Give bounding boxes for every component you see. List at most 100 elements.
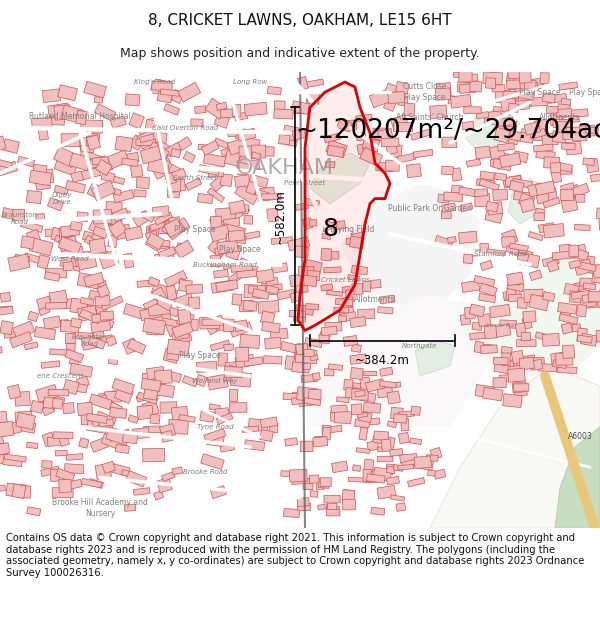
FancyBboxPatch shape (358, 309, 375, 319)
FancyBboxPatch shape (436, 82, 451, 95)
FancyBboxPatch shape (265, 337, 281, 349)
FancyBboxPatch shape (211, 216, 222, 229)
FancyBboxPatch shape (377, 446, 388, 452)
FancyBboxPatch shape (45, 229, 60, 237)
FancyBboxPatch shape (298, 76, 308, 90)
Text: All Saints' Church: All Saints' Church (396, 113, 464, 122)
FancyBboxPatch shape (64, 464, 84, 474)
FancyBboxPatch shape (244, 357, 263, 366)
FancyBboxPatch shape (509, 131, 521, 141)
FancyBboxPatch shape (199, 164, 220, 176)
FancyBboxPatch shape (13, 321, 35, 339)
FancyBboxPatch shape (386, 160, 400, 171)
FancyBboxPatch shape (535, 332, 554, 342)
FancyBboxPatch shape (198, 144, 210, 151)
FancyBboxPatch shape (91, 181, 115, 201)
FancyBboxPatch shape (512, 179, 533, 188)
FancyBboxPatch shape (310, 491, 318, 498)
FancyBboxPatch shape (42, 405, 55, 416)
FancyBboxPatch shape (179, 414, 195, 422)
FancyBboxPatch shape (20, 220, 43, 232)
FancyBboxPatch shape (296, 304, 314, 316)
FancyBboxPatch shape (321, 326, 337, 336)
FancyBboxPatch shape (404, 103, 415, 116)
FancyBboxPatch shape (89, 479, 104, 488)
FancyBboxPatch shape (556, 109, 572, 117)
FancyBboxPatch shape (148, 308, 161, 319)
FancyBboxPatch shape (516, 355, 536, 368)
FancyBboxPatch shape (514, 191, 533, 201)
FancyBboxPatch shape (242, 426, 259, 432)
FancyBboxPatch shape (80, 167, 101, 180)
FancyBboxPatch shape (166, 225, 181, 234)
FancyBboxPatch shape (94, 97, 103, 103)
FancyBboxPatch shape (101, 296, 123, 311)
FancyBboxPatch shape (335, 298, 353, 306)
FancyBboxPatch shape (352, 389, 368, 400)
FancyBboxPatch shape (194, 106, 206, 114)
Text: ~384.2m: ~384.2m (355, 354, 410, 367)
FancyBboxPatch shape (406, 164, 421, 177)
FancyBboxPatch shape (68, 138, 88, 148)
FancyBboxPatch shape (94, 104, 116, 121)
FancyBboxPatch shape (387, 421, 397, 428)
FancyBboxPatch shape (246, 181, 258, 195)
FancyBboxPatch shape (52, 488, 73, 498)
FancyBboxPatch shape (172, 332, 190, 340)
FancyBboxPatch shape (235, 184, 259, 205)
Text: Cold Overton Road: Cold Overton Road (152, 124, 218, 131)
FancyBboxPatch shape (266, 285, 279, 294)
FancyBboxPatch shape (133, 488, 150, 495)
FancyBboxPatch shape (230, 372, 251, 387)
FancyBboxPatch shape (585, 127, 598, 133)
Text: Stamford Road: Stamford Road (473, 251, 526, 258)
FancyBboxPatch shape (106, 202, 122, 213)
FancyBboxPatch shape (109, 358, 118, 365)
FancyBboxPatch shape (331, 411, 338, 421)
FancyBboxPatch shape (148, 326, 164, 335)
FancyBboxPatch shape (508, 103, 519, 112)
FancyBboxPatch shape (343, 120, 357, 131)
FancyBboxPatch shape (503, 289, 521, 301)
FancyBboxPatch shape (342, 297, 353, 308)
FancyBboxPatch shape (214, 246, 228, 256)
FancyBboxPatch shape (112, 157, 134, 164)
FancyBboxPatch shape (592, 270, 600, 284)
FancyBboxPatch shape (223, 319, 234, 332)
FancyBboxPatch shape (77, 254, 97, 270)
FancyBboxPatch shape (170, 149, 181, 158)
FancyBboxPatch shape (174, 240, 194, 258)
FancyBboxPatch shape (244, 440, 265, 451)
FancyBboxPatch shape (258, 146, 274, 156)
FancyBboxPatch shape (183, 151, 196, 162)
FancyBboxPatch shape (65, 181, 85, 193)
FancyBboxPatch shape (237, 162, 251, 172)
FancyBboxPatch shape (324, 133, 340, 143)
FancyBboxPatch shape (136, 177, 149, 189)
FancyBboxPatch shape (325, 369, 334, 376)
FancyBboxPatch shape (76, 376, 89, 389)
FancyBboxPatch shape (352, 465, 361, 471)
FancyBboxPatch shape (570, 116, 580, 122)
FancyBboxPatch shape (229, 402, 247, 412)
FancyBboxPatch shape (304, 398, 321, 406)
FancyBboxPatch shape (244, 284, 266, 299)
FancyBboxPatch shape (202, 319, 224, 326)
FancyBboxPatch shape (158, 286, 178, 302)
FancyBboxPatch shape (442, 203, 456, 212)
FancyBboxPatch shape (89, 394, 112, 410)
FancyBboxPatch shape (373, 468, 392, 481)
FancyBboxPatch shape (112, 176, 125, 184)
FancyBboxPatch shape (561, 322, 573, 334)
Text: Play Space: Play Space (174, 224, 216, 234)
FancyBboxPatch shape (381, 439, 391, 452)
FancyBboxPatch shape (551, 352, 570, 366)
FancyBboxPatch shape (478, 314, 491, 327)
FancyBboxPatch shape (164, 219, 183, 238)
FancyBboxPatch shape (590, 267, 600, 276)
FancyBboxPatch shape (589, 291, 600, 302)
FancyBboxPatch shape (70, 363, 92, 378)
FancyBboxPatch shape (391, 408, 403, 419)
FancyBboxPatch shape (295, 202, 308, 211)
FancyBboxPatch shape (499, 374, 518, 382)
